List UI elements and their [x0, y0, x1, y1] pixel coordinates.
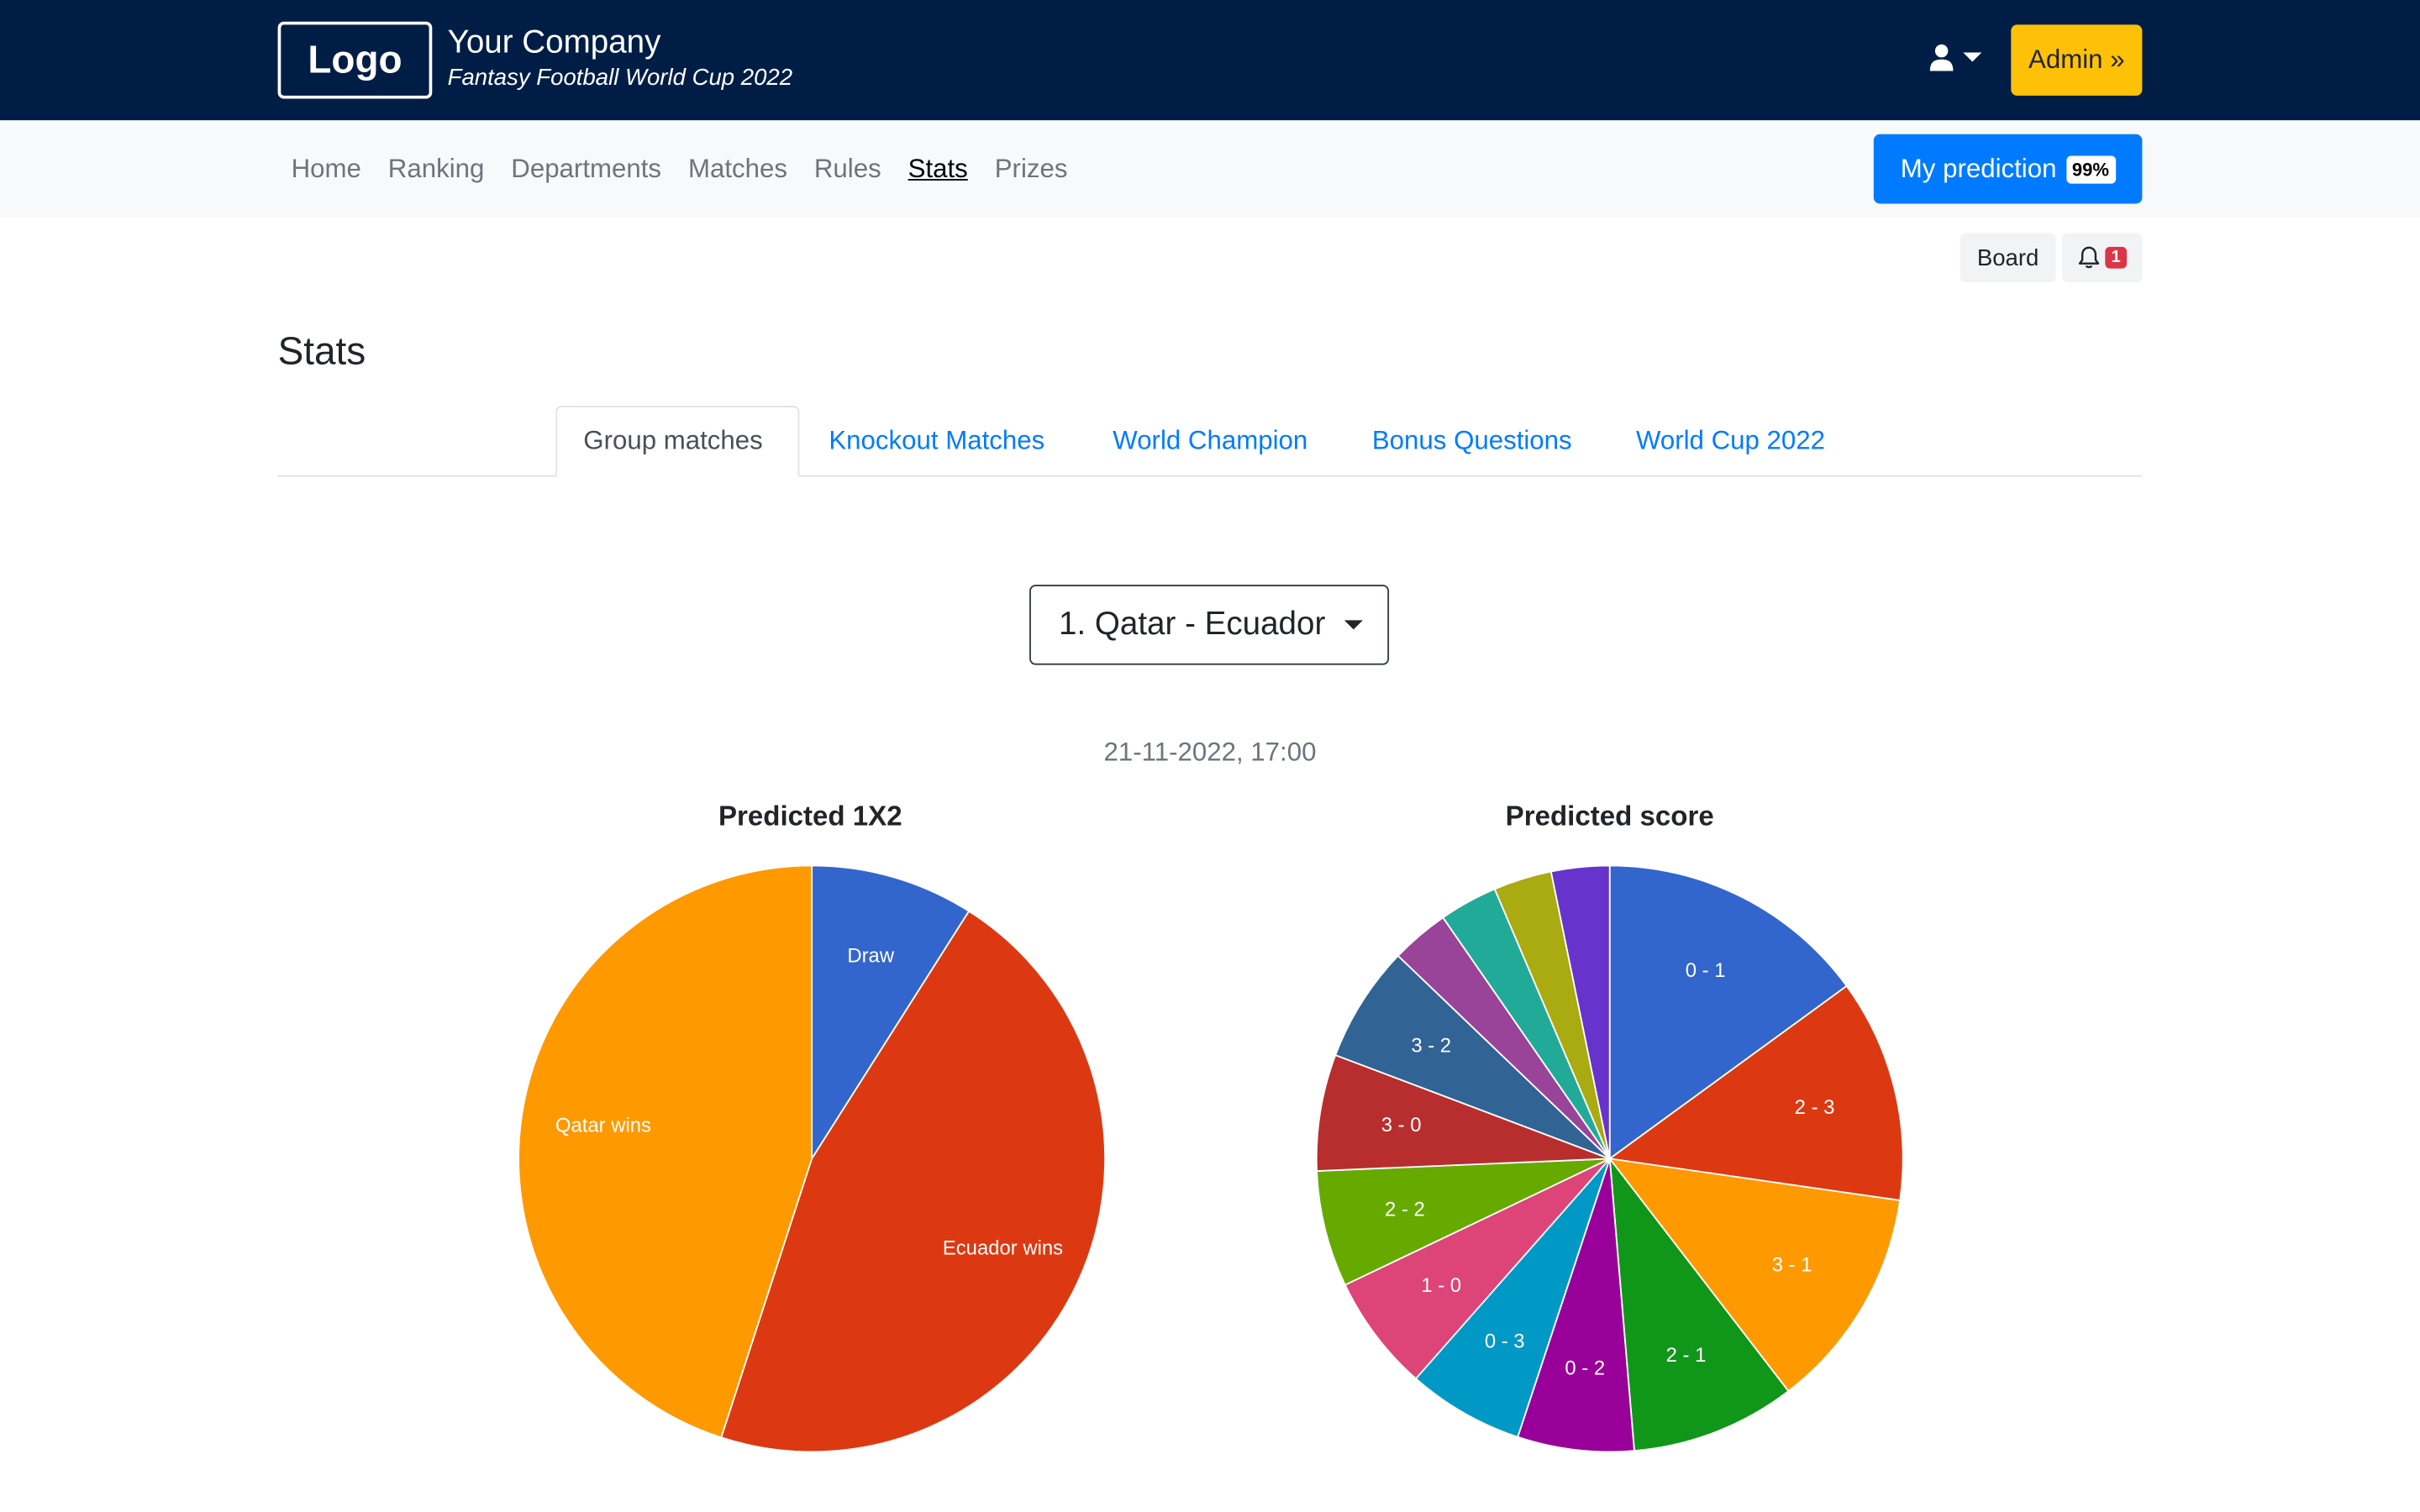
top-header: Logo Your Company Fantasy Football World…: [0, 0, 2420, 121]
pie-slice[interactable]: [1549, 864, 1611, 1159]
tab-bonus-questions[interactable]: Bonus Questions: [1371, 425, 1572, 455]
match-select-dropdown[interactable]: 1. Qatar - Ecuador: [1029, 585, 1390, 665]
pie-slice[interactable]: [811, 864, 971, 1162]
pie-slice[interactable]: [1334, 954, 1611, 1160]
pie-slice[interactable]: [1607, 1158, 1902, 1393]
pie-slice[interactable]: [1414, 1158, 1611, 1438]
selected-match: 1. Qatar - Ecuador: [1059, 606, 1326, 643]
app-subtitle: Fantasy Football World Cup 2022: [447, 65, 793, 92]
pie-slice-label: Draw: [847, 944, 894, 967]
pie-slice[interactable]: [518, 864, 813, 1439]
match-datetime: 21-11-2022, 17:00: [1103, 737, 1317, 767]
pie-slice[interactable]: [1607, 984, 1904, 1202]
prediction-progress-badge: 99%: [2065, 155, 2116, 183]
chart-title-predicted-1x2: Predicted 1X2: [718, 801, 902, 832]
pie-slice[interactable]: [1608, 1156, 1790, 1452]
pie-slice[interactable]: [1608, 864, 1848, 1161]
my-prediction-button[interactable]: My prediction 99%: [1873, 134, 2143, 204]
nav-item-departments[interactable]: Departments: [511, 153, 662, 183]
company-name: Your Company: [447, 24, 661, 60]
pie-slice-label: Ecuador wins: [943, 1237, 1063, 1260]
nav-item-home[interactable]: Home: [291, 153, 361, 183]
page-title: Stats: [277, 330, 366, 374]
pie-slice[interactable]: [1344, 1158, 1611, 1380]
pie-slice-label: 2 - 1: [1666, 1344, 1707, 1367]
admin-button[interactable]: Admin »: [2011, 24, 2143, 96]
pie-slice[interactable]: [720, 910, 1106, 1453]
pie-slice-label: Qatar wins: [555, 1114, 651, 1137]
pie-slice-label: 3 - 0: [1381, 1114, 1422, 1137]
tab-knockout-matches[interactable]: Knockout Matches: [829, 425, 1045, 455]
pie-slice-label: 0 - 1: [1686, 959, 1726, 982]
tab-world-cup-2022[interactable]: World Cup 2022: [1635, 425, 1826, 455]
nav-item-rules[interactable]: Rules: [813, 153, 881, 183]
pie-slice-label: 0 - 3: [1485, 1331, 1525, 1353]
pie-slice-label: 2 - 2: [1385, 1198, 1425, 1221]
tab-world-champion[interactable]: World Champion: [1113, 425, 1308, 455]
main-nav: Home Ranking Departments Matches Rules Stats P…: [0, 120, 2420, 218]
nav-item-ranking[interactable]: Ranking: [387, 153, 485, 183]
board-button[interactable]: Board: [1960, 233, 2056, 283]
pie-slice-label: 0 - 2: [1565, 1357, 1605, 1379]
pie-slice-label: 2 - 3: [1795, 1096, 1835, 1119]
caret-down-icon: [1963, 52, 1982, 62]
nav-item-stats[interactable]: Stats: [908, 153, 968, 183]
caret-down-icon: [1344, 620, 1363, 630]
notifications-button[interactable]: 1: [2061, 233, 2143, 283]
bell-icon: [2078, 246, 2100, 269]
tab-group-matches[interactable]: Group matches: [555, 406, 800, 477]
pie-slice[interactable]: [1517, 1158, 1635, 1453]
pie-slice-label: 3 - 2: [1411, 1035, 1451, 1058]
pie-slice[interactable]: [1316, 1158, 1611, 1286]
pie-slice-label: 1 - 0: [1421, 1274, 1461, 1297]
user-icon: [1929, 44, 1954, 71]
pie-slice-label: 3 - 1: [1772, 1254, 1812, 1277]
my-prediction-label: My prediction: [1900, 153, 2057, 183]
chart-title-predicted-score: Predicted score: [1505, 801, 1714, 832]
nav-item-prizes[interactable]: Prizes: [994, 153, 1068, 183]
user-menu[interactable]: [1929, 43, 1982, 71]
notification-count-badge: 1: [2105, 246, 2128, 269]
nav-links: Home Ranking Departments Matches Rules Stats P…: [278, 120, 1081, 218]
tabs-divider: [277, 475, 2143, 477]
logo[interactable]: Logo: [277, 21, 433, 99]
pie-slice[interactable]: [1315, 1053, 1611, 1172]
nav-item-matches[interactable]: Matches: [687, 153, 787, 183]
